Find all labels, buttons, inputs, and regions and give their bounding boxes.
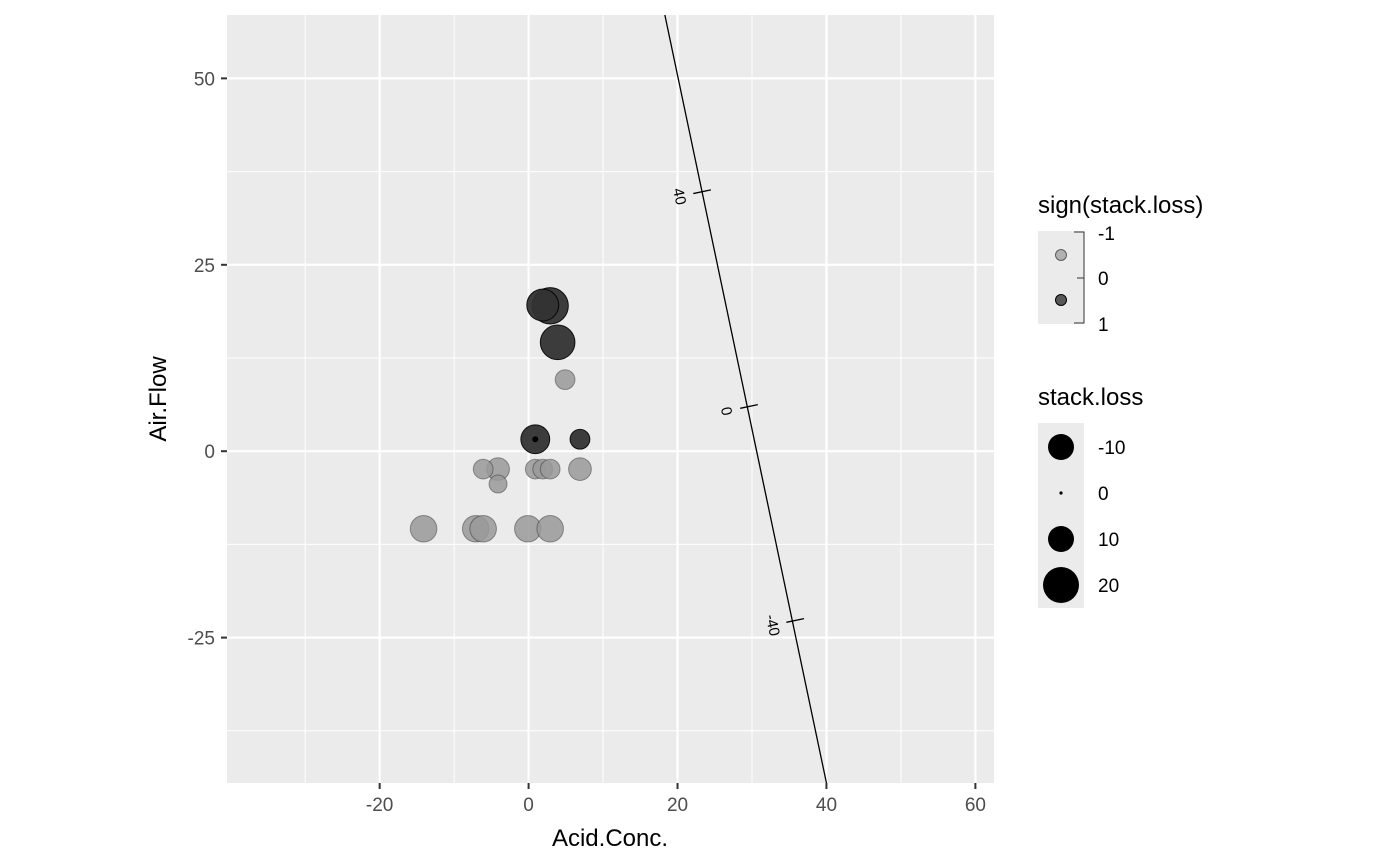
- legend-size-label-minus10: -10: [1098, 438, 1125, 459]
- data-point: [472, 458, 494, 480]
- plot-panel: [227, 15, 994, 783]
- projection-axis-tick-label: 0: [717, 405, 735, 417]
- major-gridlines: [227, 15, 994, 783]
- projection-axis-tick-label: 40: [669, 187, 689, 207]
- y-axis-title: Air.Flow: [145, 356, 172, 442]
- x-axis-ticks: -20 0 20 40 60: [366, 783, 986, 816]
- data-point: [539, 458, 561, 480]
- legend-sign-label-pos: 1: [1098, 315, 1109, 336]
- legend-size-label-20: 20: [1098, 576, 1119, 597]
- projection-axis-line: [664, 14, 828, 784]
- x-tick-label: 40: [816, 795, 837, 816]
- legend-sign-label-neg: -1: [1098, 224, 1115, 245]
- x-tick-label: -20: [366, 795, 393, 816]
- data-point: [554, 369, 576, 390]
- data-point: [488, 474, 508, 494]
- legend-size-label-10: 10: [1098, 530, 1119, 551]
- projection-axis: 40 0 -40: [664, 14, 828, 784]
- y-tick-label: 0: [204, 442, 215, 463]
- y-tick-label: -25: [188, 629, 215, 650]
- data-point: [539, 324, 576, 361]
- legend-sign-label-zero: 0: [1098, 269, 1109, 290]
- x-axis-title: Acid.Conc.: [552, 825, 668, 852]
- legend-size-key-minus10: [1048, 434, 1074, 460]
- legend-stack-loss: stack.loss -10 0 10 20: [1038, 384, 1143, 608]
- data-point: [526, 288, 560, 322]
- minor-gridlines: [227, 15, 994, 783]
- data-point: [469, 514, 497, 543]
- legend-size-key-10: [1048, 526, 1074, 552]
- data-point-center: [532, 436, 539, 443]
- projection-axis-tick: [693, 189, 712, 195]
- x-tick-label: 60: [965, 795, 986, 816]
- x-tick-label: 0: [523, 795, 534, 816]
- legend-sign-key-neg: [1055, 249, 1067, 261]
- legend-sign-stack-loss: sign(stack.loss) -1 0 1: [1038, 192, 1203, 336]
- y-tick-label: 50: [194, 69, 215, 90]
- data-point: [568, 457, 592, 481]
- projection-axis-tick: [740, 403, 758, 409]
- legend-sign-key-pos: [1055, 294, 1067, 306]
- projection-axis-tick-label: -40: [762, 613, 783, 638]
- x-tick-label: 20: [667, 795, 688, 816]
- projection-axis-tick: [786, 617, 805, 623]
- legend-size-key-20: [1043, 567, 1079, 603]
- legend-sign-key-background: [1038, 231, 1084, 324]
- legend-sign-title: sign(stack.loss): [1038, 192, 1203, 219]
- legend-size-label-0: 0: [1098, 484, 1109, 505]
- legend-size-title: stack.loss: [1038, 384, 1143, 411]
- y-tick-label: 25: [194, 256, 215, 277]
- data-point: [536, 514, 564, 543]
- data-point: [569, 428, 591, 450]
- data-point: [409, 514, 438, 543]
- y-axis-ticks: -25 0 25 50: [188, 69, 227, 650]
- data-points: [409, 287, 592, 543]
- legend-size-key-0: [1059, 491, 1063, 495]
